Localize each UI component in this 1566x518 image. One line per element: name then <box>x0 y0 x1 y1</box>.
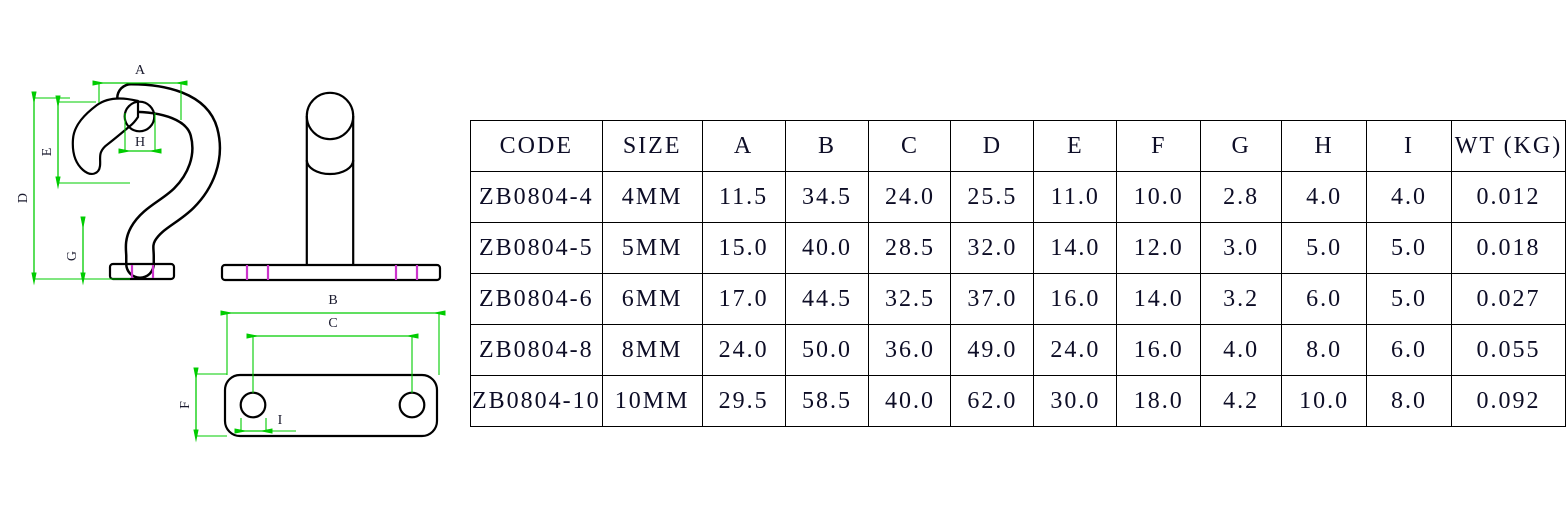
svg-text:A: A <box>135 63 146 78</box>
svg-text:I: I <box>278 413 283 428</box>
svg-text:D: D <box>16 193 31 203</box>
svg-text:H: H <box>135 135 145 150</box>
svg-text:E: E <box>40 148 55 157</box>
svg-text:C: C <box>328 316 337 331</box>
svg-text:F: F <box>178 401 193 409</box>
svg-text:B: B <box>328 293 337 308</box>
svg-text:G: G <box>65 251 80 261</box>
